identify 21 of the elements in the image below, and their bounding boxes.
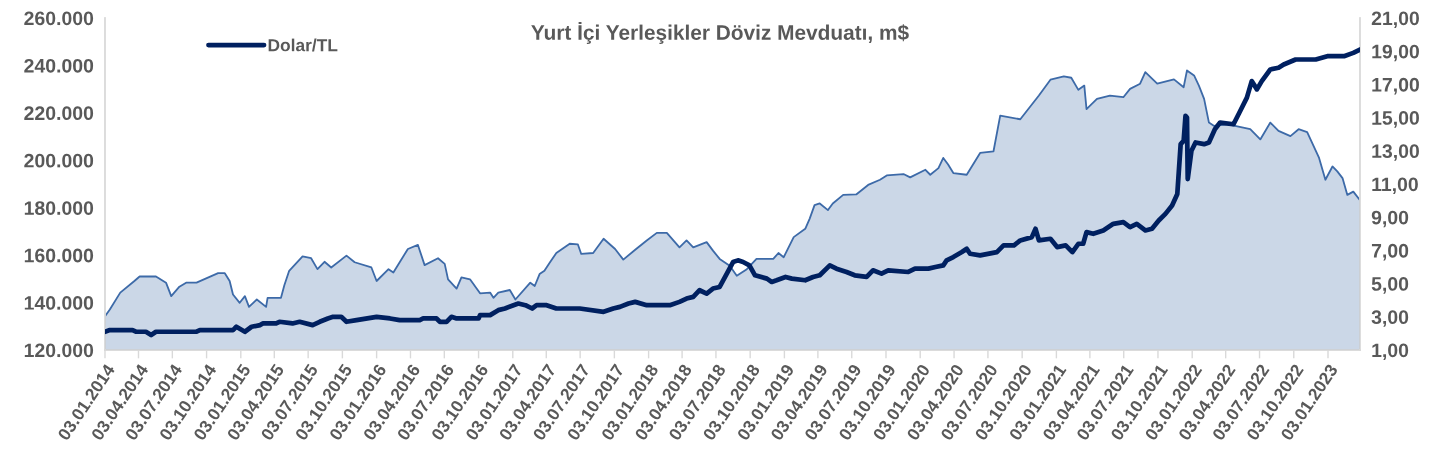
y2-tick-label: 3,00 [1371,310,1409,327]
y-tick-label: 200.000 [24,153,94,168]
y-tick-label: 140.000 [24,296,94,310]
y2-tick-label: 9,00 [1371,210,1409,228]
y2-tick-label: 17,00 [1372,77,1419,95]
y2-tick-label: 7,00 [1371,243,1409,261]
y2-tick-label: 1,00 [1372,343,1409,361]
y2-tick-label: 19,00 [1372,44,1419,62]
y2-tick-label: 13,00 [1372,144,1419,161]
legend-label: Dolar/TL [268,38,338,52]
y-tick-label: 220.000 [24,106,94,121]
y2-tick-label: 5,00 [1371,277,1409,294]
y2-tick-label: 21,00 [1371,11,1419,29]
y-tick-label: 180.000 [24,201,94,215]
y-tick-label: 260.000 [24,11,94,26]
y2-tick-label: 15,00 [1372,111,1419,128]
y-tick-label: 240.000 [24,58,94,73]
y2-tick-label: 11,00 [1372,177,1418,195]
y-tick-label: 120.000 [24,343,94,358]
y-tick-label: 160.000 [24,248,94,263]
chart-title: Yurt İçi Yerleşikler Döviz Mevduatı, m$ [531,21,909,44]
